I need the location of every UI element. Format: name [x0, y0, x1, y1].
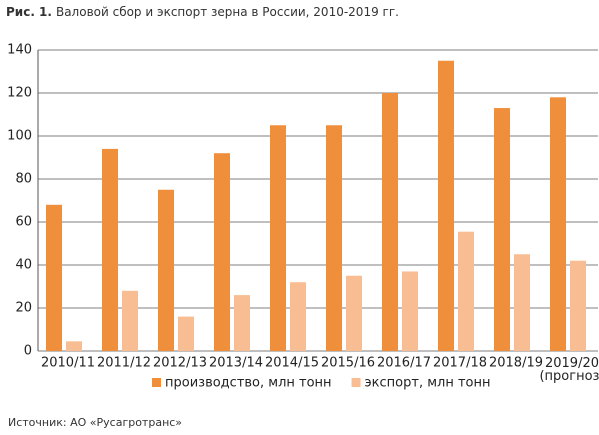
y-tick-label: 100 — [7, 129, 32, 144]
x-tick-label: 2018/19 — [489, 356, 543, 371]
figure-title: Рис. 1. Валовой сбор и экспорт зерна в Ро… — [6, 5, 399, 19]
chart-title: Валовой сбор и экспорт зерна в России, 2… — [56, 5, 399, 19]
legend-swatch — [152, 378, 161, 387]
bar — [402, 271, 418, 351]
y-tick-label: 40 — [15, 258, 32, 273]
y-tick-label: 120 — [7, 86, 32, 101]
legend-label: производство, млн тонн — [165, 376, 332, 391]
bar — [234, 295, 250, 351]
bar — [46, 204, 62, 351]
x-tick-label: 2016/17 — [377, 356, 431, 371]
bar — [290, 282, 306, 351]
y-tick-label: 140 — [7, 43, 32, 58]
legend-label: экспорт, млн тонн — [365, 376, 491, 391]
x-tick-label: 2010/11 — [41, 356, 95, 371]
bar — [102, 148, 118, 351]
bar — [270, 125, 286, 351]
x-tick-label: 2014/15 — [265, 356, 319, 371]
x-tick-label: 2013/14 — [209, 356, 263, 371]
bar — [158, 189, 174, 351]
bar — [382, 93, 398, 351]
bar — [514, 254, 530, 351]
y-tick-label: 20 — [15, 301, 32, 316]
bar — [122, 290, 138, 351]
bar — [178, 316, 194, 351]
bar — [494, 108, 510, 351]
bar — [66, 341, 82, 351]
legend-swatch — [351, 378, 361, 387]
figure-label: Рис. 1. — [6, 5, 52, 19]
bar — [326, 125, 342, 351]
x-tick-label: 2012/13 — [153, 356, 207, 371]
x-tick-label: 2015/16 — [321, 356, 375, 371]
y-tick-label: 80 — [15, 172, 32, 187]
bar — [346, 275, 362, 351]
bar — [214, 153, 230, 351]
bar — [550, 97, 566, 351]
x-tick-label: 2011/12 — [97, 356, 151, 371]
x-tick-label: 2019/20 (прогноз) — [539, 356, 599, 384]
x-tick-label: 2017/18 — [433, 356, 487, 371]
y-tick-label: 0 — [24, 344, 32, 359]
bar — [458, 231, 474, 351]
source: Источник: АО «Русагротранс» — [8, 416, 182, 429]
y-tick-label: 60 — [15, 215, 32, 230]
bar — [570, 260, 586, 351]
bar — [438, 60, 454, 351]
